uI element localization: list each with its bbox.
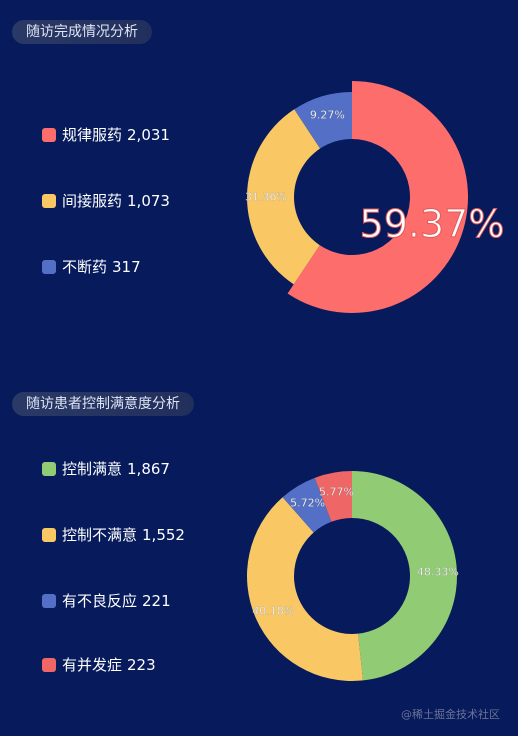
percent-label-adverse-reaction: 5.72% [290,496,325,509]
watermark: @稀土掘金技术社区 [401,708,500,721]
legend-swatch [42,461,56,476]
legend-value: 223 [127,655,156,674]
legend-item-indirect-medication[interactable]: 间接服药 1,073 [42,190,170,211]
donut-slice-unsatisfied[interactable] [247,497,363,681]
donut-chart: 31.36% 9.27% 59.37% [245,81,505,313]
panel-title: 随访患者控制满意度分析 [12,392,194,416]
percent-label-satisfied: 48.33% [417,565,459,578]
legend-item-no-interruption[interactable]: 不断药 317 [42,256,141,277]
legend-swatch [42,259,56,274]
percent-label-complication: 5.77% [319,485,354,498]
legend-label: 有并发症 [62,656,123,674]
legend-item-regular-medication[interactable]: 规律服药 2,031 [42,124,170,145]
legend-swatch [42,657,56,672]
percent-label-indirect-medication: 31.36% [245,191,287,204]
legend-label: 间接服药 [62,192,123,210]
legend-swatch [42,127,56,142]
donut-slice-satisfied[interactable] [352,471,457,681]
legend-swatch [42,593,56,608]
donut-slice-adverse-reaction[interactable] [282,477,332,533]
legend-label: 规律服药 [62,126,123,144]
legend-label: 不断药 [62,258,108,276]
highlight-percent-label: 59.37% [360,202,505,246]
donut-slice-no-interruption[interactable] [294,92,352,149]
percent-label-no-interruption: 9.27% [310,109,345,122]
follow-up-completion-panel: 随访完成情况分析 规律服药 2,031 间接服药 1,073 不断药 317 3… [0,0,518,360]
legend-value: 2,031 [127,125,170,144]
legend-swatch [42,527,56,542]
legend-swatch [42,193,56,208]
legend-value: 1,073 [127,191,170,210]
donut-slice-regular-medication[interactable] [287,81,468,313]
legend-item-adverse-reaction[interactable]: 有不良反应 221 [42,590,171,611]
legend-item-unsatisfied[interactable]: 控制不满意 1,552 [42,524,185,545]
legend-label: 有不良反应 [62,592,138,610]
legend-item-complication[interactable]: 有并发症 223 [42,654,156,675]
donut-chart: 48.33% 40.18% 5.72%5.77% [247,471,459,681]
donut-slice-complication[interactable] [314,471,352,522]
legend-value: 317 [112,257,141,276]
legend-label: 控制不满意 [62,526,138,544]
legend-value: 1,552 [142,525,185,544]
percent-label-unsatisfied: 40.18% [252,605,294,618]
legend-label: 控制满意 [62,460,123,478]
donut-slice-indirect-medication[interactable] [246,109,321,285]
legend-value: 221 [142,591,171,610]
panel-title: 随访完成情况分析 [12,20,152,44]
satisfaction-panel: 随访患者控制满意度分析 控制满意 1,867 控制不满意 1,552 有不良反应… [0,380,518,736]
legend-item-satisfied[interactable]: 控制满意 1,867 [42,458,170,479]
legend-value: 1,867 [127,459,170,478]
